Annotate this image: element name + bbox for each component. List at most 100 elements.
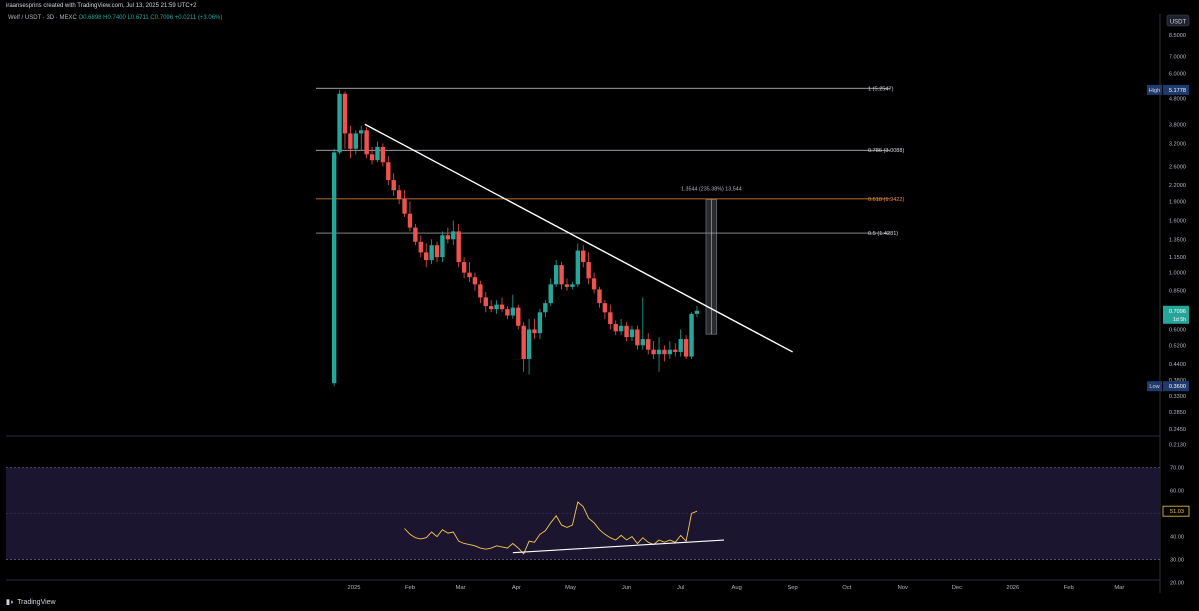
candle-body	[461, 262, 467, 273]
candle-body	[353, 133, 359, 149]
oscillator-badge-value: 51.03	[1170, 509, 1184, 515]
candle-body	[591, 278, 597, 290]
time-tick-label: Apr	[512, 585, 521, 591]
candle-body	[689, 313, 694, 357]
candle-body	[553, 265, 559, 285]
candle-body	[337, 93, 342, 153]
candle-body	[456, 231, 461, 263]
candle-body	[613, 324, 618, 332]
time-tick-label: May	[565, 585, 576, 591]
candle-body	[581, 250, 586, 263]
candle-body	[635, 329, 640, 346]
price-tick-label: 0.3800	[1169, 378, 1186, 384]
candle-body	[434, 245, 440, 258]
candle-body	[348, 133, 353, 149]
candle-body	[472, 277, 478, 285]
candle-body	[667, 349, 673, 355]
price-badge-value: 0.7096	[1169, 309, 1186, 315]
candle-body	[364, 130, 369, 155]
price-badge-countdown: 1d 5h	[1173, 317, 1186, 323]
candle-body	[499, 304, 505, 310]
price-tick-label: 0.8500	[1169, 289, 1186, 295]
time-tick-label: Jul	[677, 585, 684, 591]
candle-body	[683, 339, 689, 357]
price-tick-label: 1.9000	[1169, 199, 1186, 205]
price-tick-label: 2.6000	[1169, 164, 1186, 170]
price-tick-label: 0.4400	[1169, 362, 1186, 368]
time-tick-label: Mar	[456, 585, 466, 591]
candle-body	[429, 245, 434, 261]
price-badge-value: 5.1778	[1169, 88, 1186, 94]
candle-body	[418, 241, 423, 253]
candle-body	[537, 312, 543, 334]
price-tick-label: 0.3300	[1169, 394, 1186, 400]
time-tick-label: Feb	[405, 585, 415, 591]
price-trendline	[364, 123, 793, 353]
candle-body	[331, 152, 337, 384]
fib-level-label: 0.5 (1.4281)	[868, 231, 898, 237]
brand-name: TradingView	[17, 598, 56, 606]
candle-body	[656, 349, 662, 355]
tradingview-logo-icon: ▮◗	[6, 599, 15, 606]
price-tick-label: 3.2000	[1169, 141, 1186, 147]
candle-body	[505, 309, 510, 316]
symbol-name[interactable]: Welf / USDT · 3D · MEXC	[8, 15, 77, 21]
time-tick-label: 2026	[1006, 585, 1019, 591]
ohlc-values: O0.6898 H0.7400 L0.6711 C0.7096 +0.0211 …	[78, 15, 223, 21]
candle-body	[521, 325, 526, 359]
candle-body	[488, 306, 494, 310]
candle-body	[651, 349, 656, 355]
oscillator-trendline	[512, 539, 725, 554]
price-badge-value: 0.3600	[1169, 384, 1186, 390]
candle-body	[575, 250, 581, 285]
price-badge-label: Low	[1149, 384, 1160, 390]
price-tick-label: 1.3500	[1169, 237, 1186, 243]
candle-body	[618, 325, 624, 332]
fib-level-label: 0.618 (1.9422)	[868, 197, 905, 203]
time-tick-label: Aug	[731, 585, 741, 591]
price-tick-label: 0.5200	[1169, 343, 1186, 349]
oscillator-tick-label: 30.00	[1170, 558, 1184, 564]
candle-body	[483, 297, 488, 307]
candle-body	[543, 303, 548, 313]
candle-body	[586, 262, 591, 279]
candle-body	[396, 190, 402, 199]
oscillator-line	[404, 501, 698, 555]
candle-body	[548, 284, 553, 304]
candle-body	[380, 146, 386, 163]
candle-body	[526, 329, 532, 359]
time-tick-label: Jun	[622, 585, 631, 591]
candle-body	[646, 339, 651, 350]
currency-button[interactable]	[1166, 14, 1190, 27]
time-tick-label: Oct	[842, 585, 851, 591]
candle-body	[342, 93, 348, 134]
candle-body	[694, 310, 700, 314]
fib-level-label: 0.786 (3.0088)	[868, 148, 905, 154]
candle-body	[424, 252, 429, 261]
candle-body	[640, 339, 645, 346]
price-tick-label: 7.0000	[1169, 54, 1186, 60]
candle-body	[629, 329, 635, 338]
oscillator-tick-label: 60.00	[1170, 489, 1184, 495]
candle-body	[608, 312, 613, 325]
time-tick-label: 2025	[348, 585, 361, 591]
oscillator-tick-label: 40.00	[1170, 535, 1184, 541]
price-tick-label: 4.8000	[1169, 96, 1186, 102]
candle-body	[570, 284, 575, 287]
price-tick-label: 0.6000	[1169, 327, 1186, 333]
candle-body	[673, 349, 678, 352]
candle-body	[375, 146, 380, 161]
brand-footer[interactable]: ▮◗ TradingView	[6, 598, 56, 607]
candle-body	[597, 289, 602, 304]
candle-body	[407, 213, 413, 228]
candle-body	[532, 329, 537, 334]
candle-body	[494, 304, 499, 310]
symbol-header: Welf / USDT · 3D · MEXC O0.6898 H0.7400 …	[8, 15, 222, 21]
price-tick-label: 1.1500	[1169, 255, 1186, 261]
chart-credit: iraansesprins created with TradingView.c…	[6, 3, 197, 9]
candle-body	[451, 231, 456, 240]
candle-body	[440, 235, 445, 258]
candle-body	[602, 303, 608, 313]
time-tick-label: Dec	[952, 585, 962, 591]
